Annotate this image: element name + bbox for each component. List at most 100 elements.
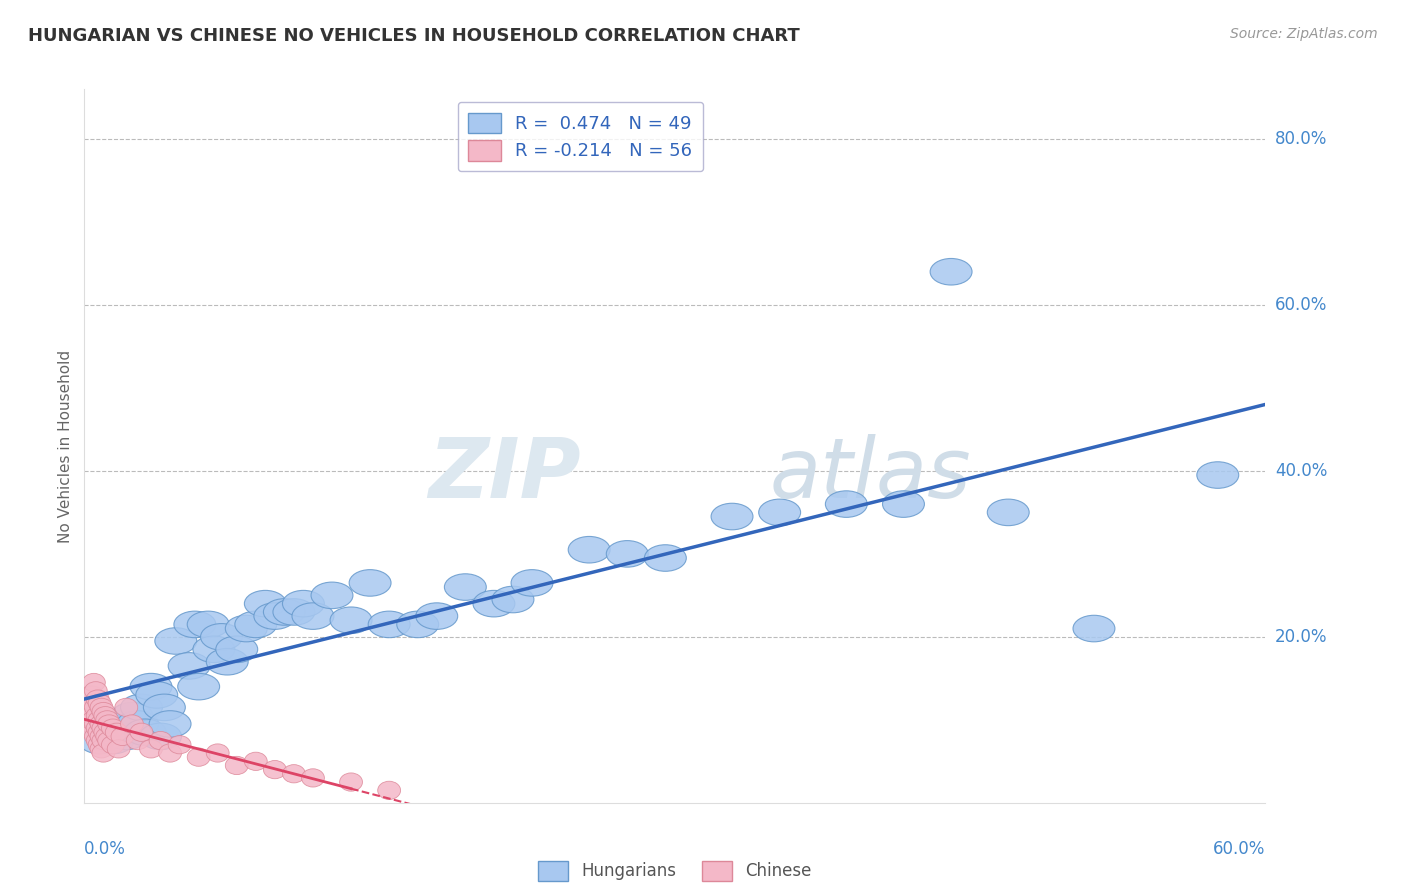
Ellipse shape bbox=[568, 536, 610, 563]
Ellipse shape bbox=[131, 723, 153, 741]
Ellipse shape bbox=[711, 503, 754, 530]
Ellipse shape bbox=[149, 731, 172, 749]
Ellipse shape bbox=[311, 582, 353, 608]
Text: Source: ZipAtlas.com: Source: ZipAtlas.com bbox=[1230, 27, 1378, 41]
Ellipse shape bbox=[340, 773, 363, 791]
Ellipse shape bbox=[301, 769, 325, 787]
Ellipse shape bbox=[254, 603, 295, 630]
Ellipse shape bbox=[131, 673, 172, 700]
Ellipse shape bbox=[79, 727, 121, 754]
Ellipse shape bbox=[86, 706, 110, 725]
Text: 60.0%: 60.0% bbox=[1275, 296, 1327, 314]
Ellipse shape bbox=[124, 719, 166, 746]
Ellipse shape bbox=[136, 681, 177, 708]
Ellipse shape bbox=[80, 706, 104, 725]
Ellipse shape bbox=[84, 681, 107, 700]
Ellipse shape bbox=[444, 574, 486, 600]
Ellipse shape bbox=[987, 500, 1029, 525]
Ellipse shape bbox=[207, 744, 229, 762]
Ellipse shape bbox=[283, 764, 305, 783]
Ellipse shape bbox=[91, 702, 115, 721]
Ellipse shape bbox=[292, 603, 333, 630]
Ellipse shape bbox=[83, 694, 105, 713]
Ellipse shape bbox=[472, 591, 515, 617]
Ellipse shape bbox=[207, 648, 249, 675]
Ellipse shape bbox=[225, 756, 249, 774]
Ellipse shape bbox=[107, 739, 131, 758]
Ellipse shape bbox=[86, 719, 128, 746]
Ellipse shape bbox=[115, 698, 138, 716]
Ellipse shape bbox=[825, 491, 868, 517]
Ellipse shape bbox=[89, 723, 111, 741]
Ellipse shape bbox=[283, 591, 325, 617]
Ellipse shape bbox=[349, 570, 391, 596]
Ellipse shape bbox=[201, 624, 242, 650]
Ellipse shape bbox=[273, 599, 315, 625]
Text: 0.0%: 0.0% bbox=[84, 840, 127, 858]
Ellipse shape bbox=[187, 611, 229, 638]
Ellipse shape bbox=[644, 545, 686, 571]
Ellipse shape bbox=[91, 727, 134, 754]
Ellipse shape bbox=[187, 748, 209, 766]
Ellipse shape bbox=[105, 723, 148, 749]
Ellipse shape bbox=[883, 491, 924, 517]
Ellipse shape bbox=[97, 711, 139, 738]
Ellipse shape bbox=[121, 694, 163, 721]
Ellipse shape bbox=[89, 736, 111, 754]
Ellipse shape bbox=[89, 711, 111, 729]
Ellipse shape bbox=[127, 731, 149, 749]
Ellipse shape bbox=[83, 711, 105, 729]
Ellipse shape bbox=[174, 611, 215, 638]
Ellipse shape bbox=[105, 723, 128, 741]
Ellipse shape bbox=[94, 723, 117, 741]
Ellipse shape bbox=[86, 731, 110, 749]
Ellipse shape bbox=[83, 673, 105, 691]
Ellipse shape bbox=[225, 615, 267, 642]
Ellipse shape bbox=[97, 714, 121, 733]
Ellipse shape bbox=[101, 719, 124, 738]
Text: HUNGARIAN VS CHINESE NO VEHICLES IN HOUSEHOLD CORRELATION CHART: HUNGARIAN VS CHINESE NO VEHICLES IN HOUS… bbox=[28, 27, 800, 45]
Ellipse shape bbox=[169, 736, 191, 754]
Ellipse shape bbox=[510, 570, 553, 596]
Ellipse shape bbox=[139, 739, 163, 758]
Legend: Hungarians, Chinese: Hungarians, Chinese bbox=[531, 855, 818, 888]
Ellipse shape bbox=[84, 714, 107, 733]
Text: atlas: atlas bbox=[769, 434, 972, 515]
Ellipse shape bbox=[155, 628, 197, 654]
Text: ZIP: ZIP bbox=[427, 434, 581, 515]
Ellipse shape bbox=[492, 586, 534, 613]
Ellipse shape bbox=[139, 723, 181, 749]
Ellipse shape bbox=[931, 259, 972, 285]
Ellipse shape bbox=[90, 739, 112, 758]
Ellipse shape bbox=[1073, 615, 1115, 642]
Text: 40.0%: 40.0% bbox=[1275, 462, 1327, 480]
Ellipse shape bbox=[94, 706, 117, 725]
Ellipse shape bbox=[111, 727, 134, 746]
Text: 60.0%: 60.0% bbox=[1213, 840, 1265, 858]
Ellipse shape bbox=[91, 719, 115, 738]
Ellipse shape bbox=[263, 761, 287, 779]
Ellipse shape bbox=[79, 714, 101, 733]
Ellipse shape bbox=[101, 736, 124, 754]
Y-axis label: No Vehicles in Household: No Vehicles in Household bbox=[58, 350, 73, 542]
Ellipse shape bbox=[159, 744, 181, 762]
Ellipse shape bbox=[378, 781, 401, 799]
Ellipse shape bbox=[89, 694, 111, 713]
Ellipse shape bbox=[86, 719, 110, 738]
Text: 20.0%: 20.0% bbox=[1275, 628, 1327, 646]
Ellipse shape bbox=[111, 702, 153, 729]
Ellipse shape bbox=[215, 636, 257, 663]
Ellipse shape bbox=[149, 711, 191, 738]
Ellipse shape bbox=[101, 714, 143, 741]
Ellipse shape bbox=[177, 673, 219, 700]
Ellipse shape bbox=[193, 636, 235, 663]
Ellipse shape bbox=[143, 694, 186, 721]
Ellipse shape bbox=[84, 698, 107, 716]
Ellipse shape bbox=[396, 611, 439, 638]
Ellipse shape bbox=[91, 744, 115, 762]
Ellipse shape bbox=[90, 714, 112, 733]
Ellipse shape bbox=[117, 711, 159, 738]
Ellipse shape bbox=[80, 686, 104, 704]
Ellipse shape bbox=[169, 653, 209, 679]
Ellipse shape bbox=[606, 541, 648, 567]
